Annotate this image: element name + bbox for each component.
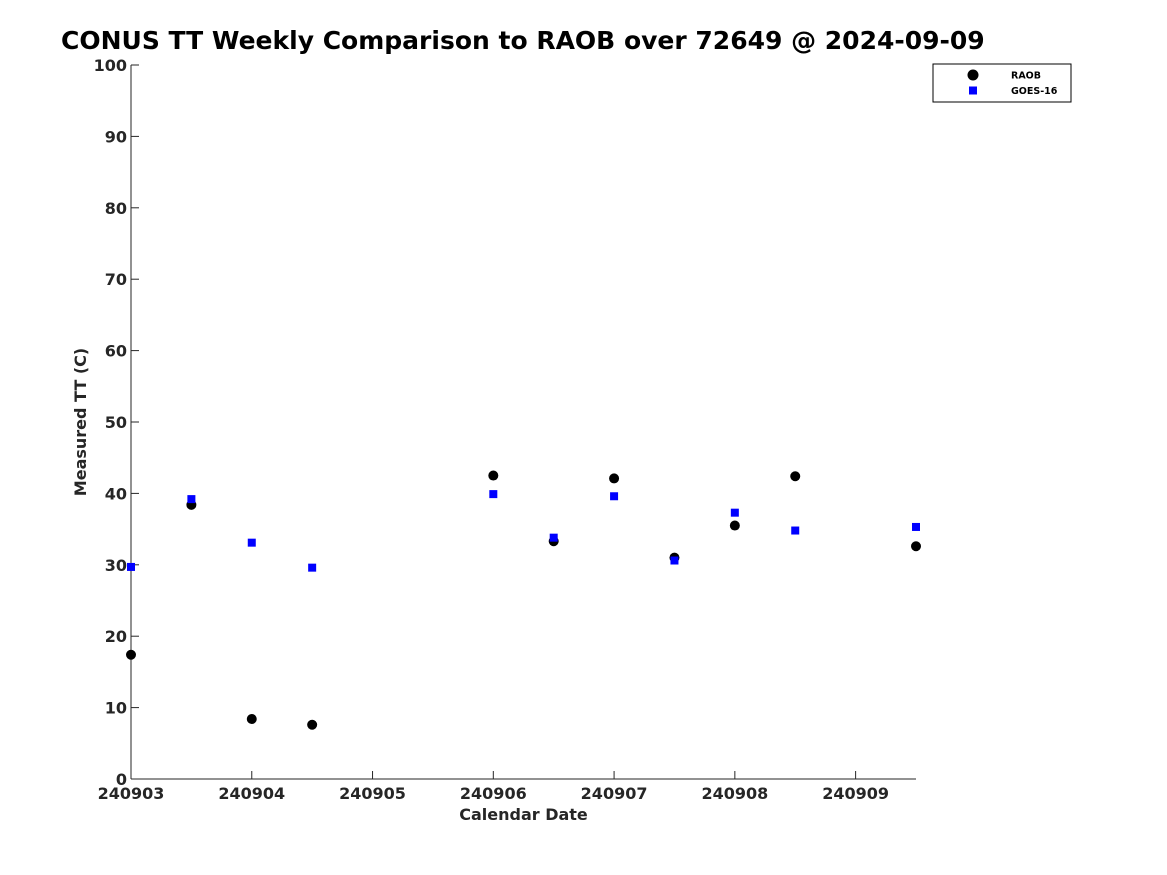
- goes-16-point: [791, 526, 800, 535]
- x-tick-label: 240904: [218, 784, 285, 803]
- raob-point: [729, 520, 740, 531]
- x-tick-label: 240905: [339, 784, 406, 803]
- x-tick-label: 240903: [98, 784, 165, 803]
- raob-point: [126, 649, 136, 660]
- legend-marker-goes-16: [969, 86, 977, 95]
- y-tick-label: 90: [105, 127, 127, 146]
- axes: 0 10 20 30 40 50 60 70 80 90 100 240903 240904 240905…: [94, 56, 916, 803]
- goes-16-point: [670, 556, 679, 565]
- chart-title: CONUS TT Weekly Comparison to RAOB over …: [61, 26, 985, 55]
- goes-16-point: [549, 533, 558, 542]
- y-tick-label: 40: [105, 484, 127, 503]
- x-tick-label: 240908: [701, 784, 768, 803]
- raob-point: [246, 714, 257, 725]
- legend-box: [932, 63, 1072, 103]
- goes-16-point: [127, 562, 135, 571]
- y-axis-label: Measured TT (C): [71, 348, 90, 496]
- goes-16-point: [308, 563, 317, 572]
- y-tick-label: 80: [105, 199, 127, 218]
- raob-point: [790, 471, 801, 482]
- raob-point: [609, 473, 620, 484]
- x-axis-label: Calendar Date: [459, 805, 588, 824]
- legend: RAOB GOES-16: [932, 63, 1072, 103]
- raob-point: [911, 541, 921, 552]
- y-tick-label: 70: [105, 270, 127, 289]
- x-tick-label: 240906: [460, 784, 527, 803]
- y-tick-label: 0: [116, 770, 127, 789]
- x-tick-label: 240907: [581, 784, 648, 803]
- y-tick-label: 10: [105, 699, 127, 718]
- y-tick-label: 30: [105, 556, 127, 575]
- y-tick-label: 100: [94, 56, 127, 75]
- raob-point: [307, 719, 318, 730]
- raob-point: [488, 470, 499, 481]
- data-marks: [126, 470, 921, 730]
- legend-marker-raob: [967, 69, 979, 81]
- x-tick-label: 240909: [822, 784, 889, 803]
- legend-label-goes-16: GOES-16: [1011, 86, 1058, 97]
- goes-16-point: [187, 495, 196, 504]
- y-tick-label: 50: [105, 413, 127, 432]
- goes-16-point: [610, 492, 619, 501]
- legend-label-raob: RAOB: [1011, 71, 1041, 82]
- y-tick-label: 20: [105, 627, 127, 646]
- goes-16-point: [247, 538, 256, 547]
- goes-16-point: [489, 490, 498, 499]
- y-tick-label: 60: [105, 342, 127, 361]
- goes-16-point: [912, 522, 920, 531]
- goes-16-point: [730, 508, 739, 517]
